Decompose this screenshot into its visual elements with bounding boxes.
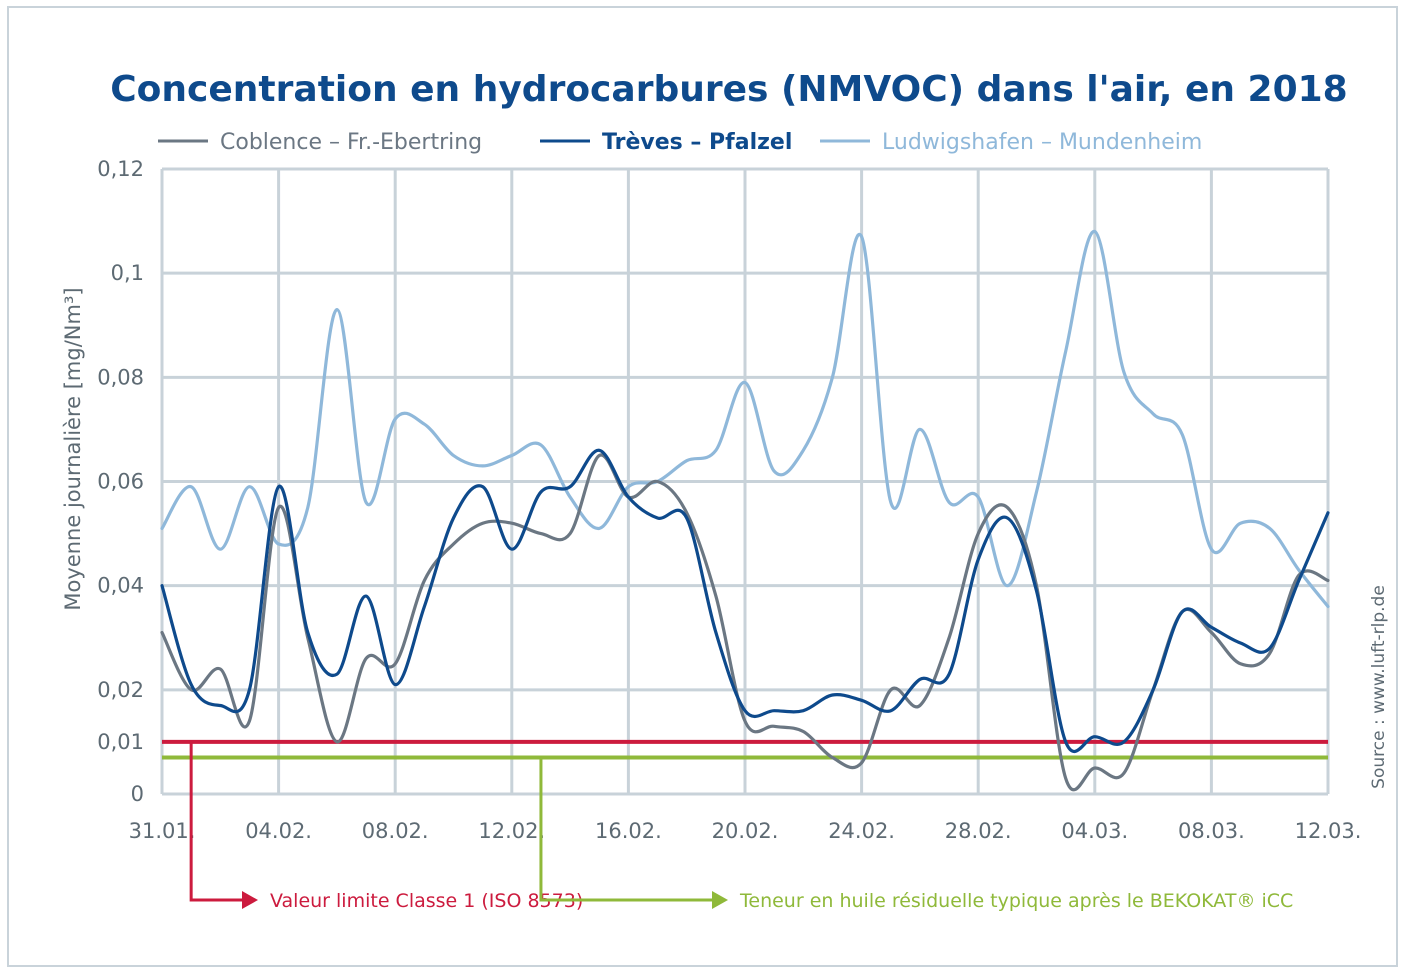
chart-title: Concentration en hydrocarbures (NMVOC) d…	[110, 69, 1347, 110]
x-tick-label: 24.02.	[828, 819, 895, 843]
callout-label-2: Teneur en huile résiduelle typique après…	[739, 890, 1293, 912]
legend-label-3: Ludwigshafen – Mundenheim	[882, 130, 1202, 155]
callout-label-1: Valeur limite Classe 1 (ISO 8573)	[270, 890, 583, 912]
series-line-1	[160, 453, 1330, 792]
x-tick-label: 04.02.	[245, 819, 312, 843]
x-tick-label: 16.02.	[595, 819, 662, 843]
x-axis-ticks: 31.01. 04.02. 08.02. 12.02. 16.02. 20.02. 24.0…	[129, 819, 1362, 843]
reference-lines	[162, 739, 1328, 760]
y-tick-label: 0,02	[97, 678, 144, 702]
x-tick-label: 12.02.	[478, 819, 545, 843]
x-tick-label: 08.03.	[1178, 819, 1245, 843]
x-tick-label: 20.02.	[712, 819, 779, 843]
grid	[160, 167, 1330, 796]
x-tick-label: 31.01.	[129, 819, 196, 843]
y-tick-label: 0,08	[97, 365, 144, 389]
reference-callouts: Valeur limite Classe 1 (ISO 8573) Teneur …	[189, 741, 1293, 912]
y-tick-label: 0,04	[97, 574, 144, 598]
y-axis-ticks: 0 0,01 0,02 0,04 0,06 0,08 0,1 0,12	[97, 157, 144, 806]
y-tick-label: 0	[131, 782, 144, 806]
source-note: Source : www.luft-rlp.de	[1369, 585, 1389, 789]
y-tick-label: 0,06	[97, 470, 144, 494]
callout-line-1	[189, 741, 244, 902]
x-tick-label: 08.02.	[362, 819, 429, 843]
y-axis-label: Moyenne journalière [mg/Nm³]	[61, 287, 85, 610]
series-lines	[160, 229, 1330, 792]
callout-line-2	[539, 757, 714, 902]
legend-label-1: Coblence – Fr.-Ebertring	[220, 130, 482, 155]
series-line-3	[160, 229, 1330, 609]
legend-label-2: Trèves – Pfalzel	[602, 130, 792, 155]
series-line-2	[160, 448, 1330, 753]
chart-frame	[7, 6, 1398, 967]
x-tick-label: 28.02.	[945, 819, 1012, 843]
x-tick-label: 12.03.	[1295, 819, 1362, 843]
x-tick-label: 04.03.	[1061, 819, 1128, 843]
callout-arrow-2	[712, 891, 728, 909]
y-tick-label: 0,12	[97, 157, 144, 181]
legend: Coblence – Fr.-Ebertring Trèves – Pfalzel…	[158, 130, 1202, 155]
y-tick-label: 0,01	[97, 730, 144, 754]
y-tick-label: 0,1	[111, 261, 144, 285]
callout-arrow-1	[242, 891, 258, 909]
